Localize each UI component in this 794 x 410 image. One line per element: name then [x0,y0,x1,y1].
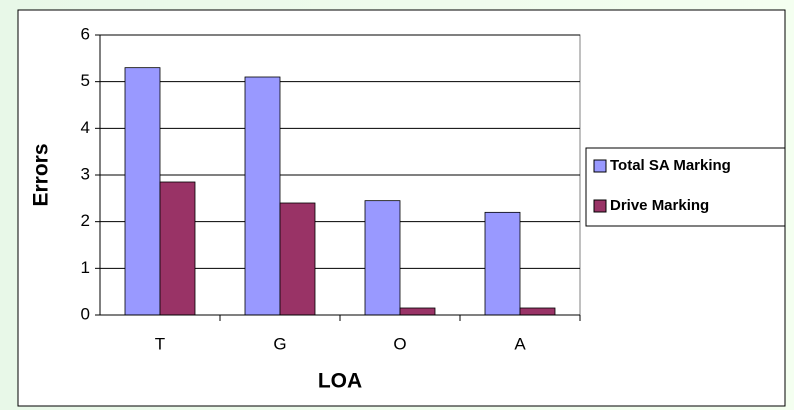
x-axis-label: LOA [318,370,362,393]
y-tick-label: 4 [81,118,90,137]
legend-label: Drive Marking [610,197,709,214]
legend-label: Total SA Marking [610,157,731,174]
bar [484,211,521,316]
y-tick-label: 1 [81,258,90,277]
y-axis-label: Errors [30,143,53,206]
y-tick-label: 6 [81,24,90,43]
x-tick-label: O [393,334,406,353]
legend-swatch [593,159,607,173]
bar [399,307,436,316]
legend-swatch [593,199,607,213]
y-tick-label: 0 [81,304,90,323]
bar [279,202,316,316]
bar [519,307,556,316]
bar [364,200,401,316]
bar [124,67,161,316]
y-tick-label: 5 [81,71,90,90]
x-tick-label: A [514,334,526,353]
x-tick-label: G [273,334,286,353]
y-tick-label: 2 [81,211,90,230]
bar [159,181,196,316]
x-tick-label: T [155,334,165,353]
legend [585,147,786,227]
bar [244,76,281,316]
y-tick-label: 3 [81,164,90,183]
